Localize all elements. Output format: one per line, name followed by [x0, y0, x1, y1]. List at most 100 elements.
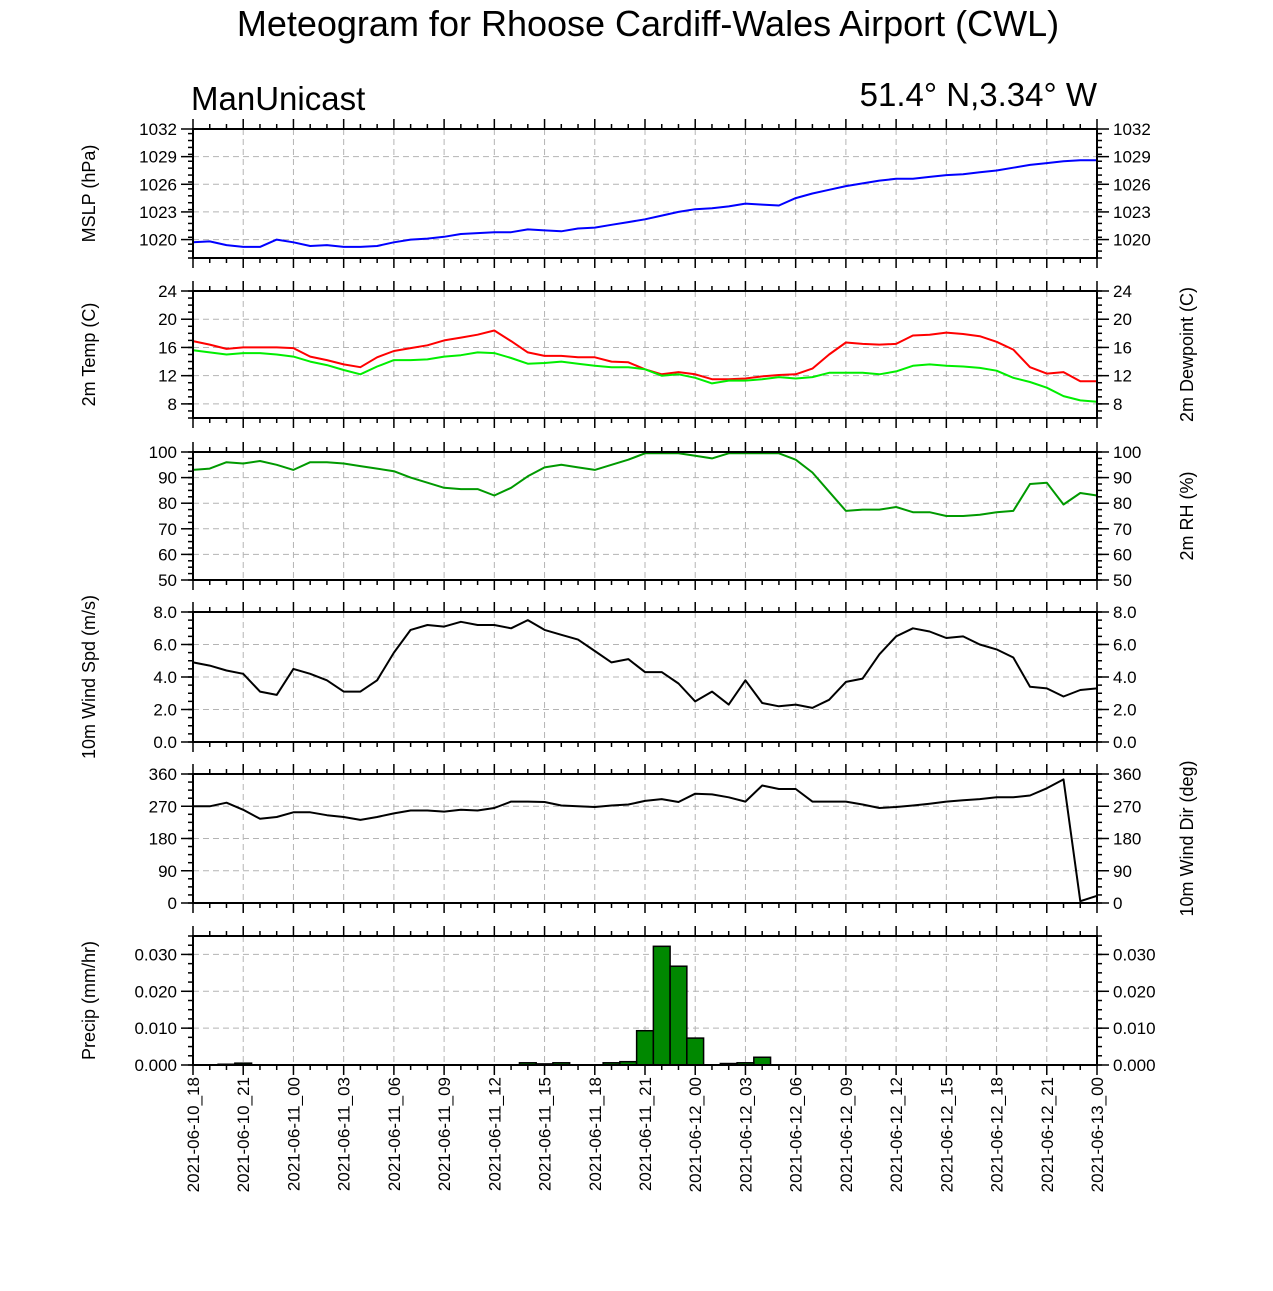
x-tick-label: 2021-06-12_21 — [1038, 1077, 1057, 1192]
precip-bar — [753, 1056, 772, 1066]
x-tick-label: 2021-06-12_18 — [988, 1077, 1007, 1192]
precip-bar — [652, 945, 671, 1066]
x-tick-label: 2021-06-12_03 — [736, 1077, 755, 1192]
x-tick-label: 2021-06-12_15 — [937, 1077, 956, 1192]
y-tick-label-right: 60 — [1113, 545, 1132, 564]
panel-wdir: 0 0 90 90 180 180 270 270 360 360 10m Wind Dir (de… — [149, 760, 1197, 916]
panel-precip: 0.000 0.000 0.010 0.010 0.020 0.020 0.030 0.030… — [79, 926, 1156, 1075]
x-axis-labels: 2021-06-10_18 2021-06-10_21 2021-06-11_00 2… — [184, 1077, 1107, 1192]
y-tick-label-left: 1029 — [139, 148, 177, 167]
y-tick-label-left: 4.0 — [153, 668, 177, 687]
y-tick-label-right: 1026 — [1113, 175, 1151, 194]
y-tick-label-left: 8 — [168, 395, 177, 414]
chart-title: Meteogram for Rhoose Cardiff-Wales Airpo… — [237, 3, 1059, 44]
series-line-temp-1 — [192, 349, 1098, 403]
x-tick-label: 2021-06-11_03 — [335, 1077, 354, 1191]
y-tick-label-left: 100 — [149, 443, 177, 462]
y-tick-label-left: 0.020 — [134, 982, 177, 1001]
x-tick-label: 2021-06-12_09 — [837, 1077, 856, 1192]
y-tick-label-right: 70 — [1113, 520, 1132, 539]
y-tick-label-left: 1023 — [139, 203, 177, 222]
y-axis-label-left: 10m Wind Spd (m/s) — [79, 595, 99, 759]
y-axis-label-left: MSLP (hPa) — [79, 145, 99, 243]
y-tick-label-right: 0.020 — [1113, 982, 1156, 1001]
series-line-wdir-0 — [193, 778, 1098, 903]
y-tick-label-right: 50 — [1113, 571, 1132, 590]
y-tick-label-left: 6.0 — [153, 636, 177, 655]
y-tick-label-right: 8.0 — [1113, 603, 1137, 622]
y-tick-label-right: 90 — [1113, 469, 1132, 488]
x-tick-label: 2021-06-12_00 — [686, 1077, 705, 1192]
x-tick-label: 2021-06-10_21 — [234, 1077, 253, 1192]
y-tick-label-right: 0.000 — [1113, 1056, 1156, 1075]
y-tick-label-left: 16 — [158, 338, 177, 357]
y-tick-label-right: 20 — [1113, 310, 1132, 329]
x-tick-label: 2021-06-11_15 — [536, 1077, 555, 1191]
y-tick-label-left: 60 — [158, 545, 177, 564]
y-tick-label-left: 90 — [158, 469, 177, 488]
y-axis-label-left: Precip (mm/hr) — [79, 941, 99, 1060]
y-tick-label-right: 270 — [1113, 797, 1141, 816]
y-tick-label-left: 1020 — [139, 231, 177, 250]
series-line-wspd-0 — [192, 619, 1098, 709]
y-tick-label-right: 8 — [1113, 395, 1122, 414]
series-line-rh-0 — [192, 452, 1098, 517]
y-tick-label-right: 1029 — [1113, 148, 1151, 167]
precip-bar — [686, 1037, 705, 1066]
y-tick-label-left: 0.000 — [134, 1056, 177, 1075]
y-tick-label-left: 180 — [149, 830, 177, 849]
y-tick-label-left: 1032 — [139, 120, 177, 139]
y-axis-label-left: 2m Temp (C) — [79, 303, 99, 407]
precip-bar — [635, 1029, 655, 1066]
series-line-mslp-0 — [192, 159, 1097, 248]
model-name-label: ManUnicast — [191, 80, 365, 117]
x-tick-label: 2021-06-11_00 — [284, 1077, 303, 1191]
y-tick-label-left: 80 — [158, 494, 177, 513]
y-tick-label-right: 80 — [1113, 494, 1132, 513]
panel-wspd: 0.0 0.0 2.0 2.0 4.0 4.0 6.0 6.0 8.0 8.0 10m Wind S… — [79, 595, 1137, 759]
x-tick-label: 2021-06-11_12 — [485, 1077, 504, 1191]
x-tick-label: 2021-06-13_00 — [1088, 1077, 1107, 1192]
y-tick-label-left: 70 — [158, 520, 177, 539]
y-tick-label-right: 4.0 — [1113, 668, 1137, 687]
y-tick-label-right: 1020 — [1113, 231, 1151, 250]
y-axis-label-right: 2m Dewpoint (C) — [1177, 287, 1197, 422]
x-tick-label: 2021-06-10_18 — [184, 1077, 203, 1192]
y-tick-label-right: 0.010 — [1113, 1019, 1156, 1038]
y-tick-label-right: 6.0 — [1113, 636, 1137, 655]
panel-mslp: 1020 1020 1023 1023 1026 1026 1029 1029 1032 1032… — [79, 119, 1151, 268]
y-tick-label-right: 90 — [1113, 862, 1132, 881]
y-tick-label-right: 0.030 — [1113, 945, 1156, 964]
panels-group: 1020 1020 1023 1023 1026 1026 1029 1029 1032 1032… — [79, 119, 1197, 1075]
y-axis-label-right: 10m Wind Dir (deg) — [1177, 760, 1197, 916]
y-tick-label-left: 12 — [158, 367, 177, 386]
y-tick-label-right: 24 — [1113, 282, 1132, 301]
y-tick-label-right: 180 — [1113, 830, 1141, 849]
y-tick-label-right: 0.0 — [1113, 733, 1137, 752]
precip-bar — [669, 965, 688, 1066]
y-tick-label-right: 1032 — [1113, 120, 1151, 139]
y-tick-label-right: 360 — [1113, 765, 1141, 784]
y-tick-label-left: 0.030 — [134, 945, 177, 964]
y-tick-label-left: 90 — [158, 862, 177, 881]
y-tick-label-left: 2.0 — [153, 701, 177, 720]
x-tick-label: 2021-06-11_09 — [435, 1077, 454, 1191]
location-coordinates-label: 51.4° N,3.34° W — [860, 76, 1098, 113]
x-tick-label: 2021-06-11_06 — [385, 1077, 404, 1191]
y-tick-label-right: 100 — [1113, 443, 1141, 462]
y-tick-label-right: 0 — [1113, 894, 1122, 913]
y-tick-label-left: 20 — [158, 310, 177, 329]
y-tick-label-left: 0.010 — [134, 1019, 177, 1038]
x-tick-label: 2021-06-12_12 — [887, 1077, 906, 1192]
y-tick-label-right: 1023 — [1113, 203, 1151, 222]
y-tick-label-left: 270 — [149, 797, 177, 816]
y-tick-label-left: 24 — [158, 282, 177, 301]
y-tick-label-right: 12 — [1113, 367, 1132, 386]
y-tick-label-right: 2.0 — [1113, 701, 1137, 720]
panel-temp: 8 8 12 12 16 16 20 20 24 24 2m Temp (C) 2m Dewpoint… — [79, 281, 1197, 428]
y-tick-label-left: 0 — [168, 894, 177, 913]
x-tick-label: 2021-06-11_21 — [636, 1077, 655, 1191]
y-tick-label-left: 1026 — [139, 175, 177, 194]
y-tick-label-left: 8.0 — [153, 603, 177, 622]
